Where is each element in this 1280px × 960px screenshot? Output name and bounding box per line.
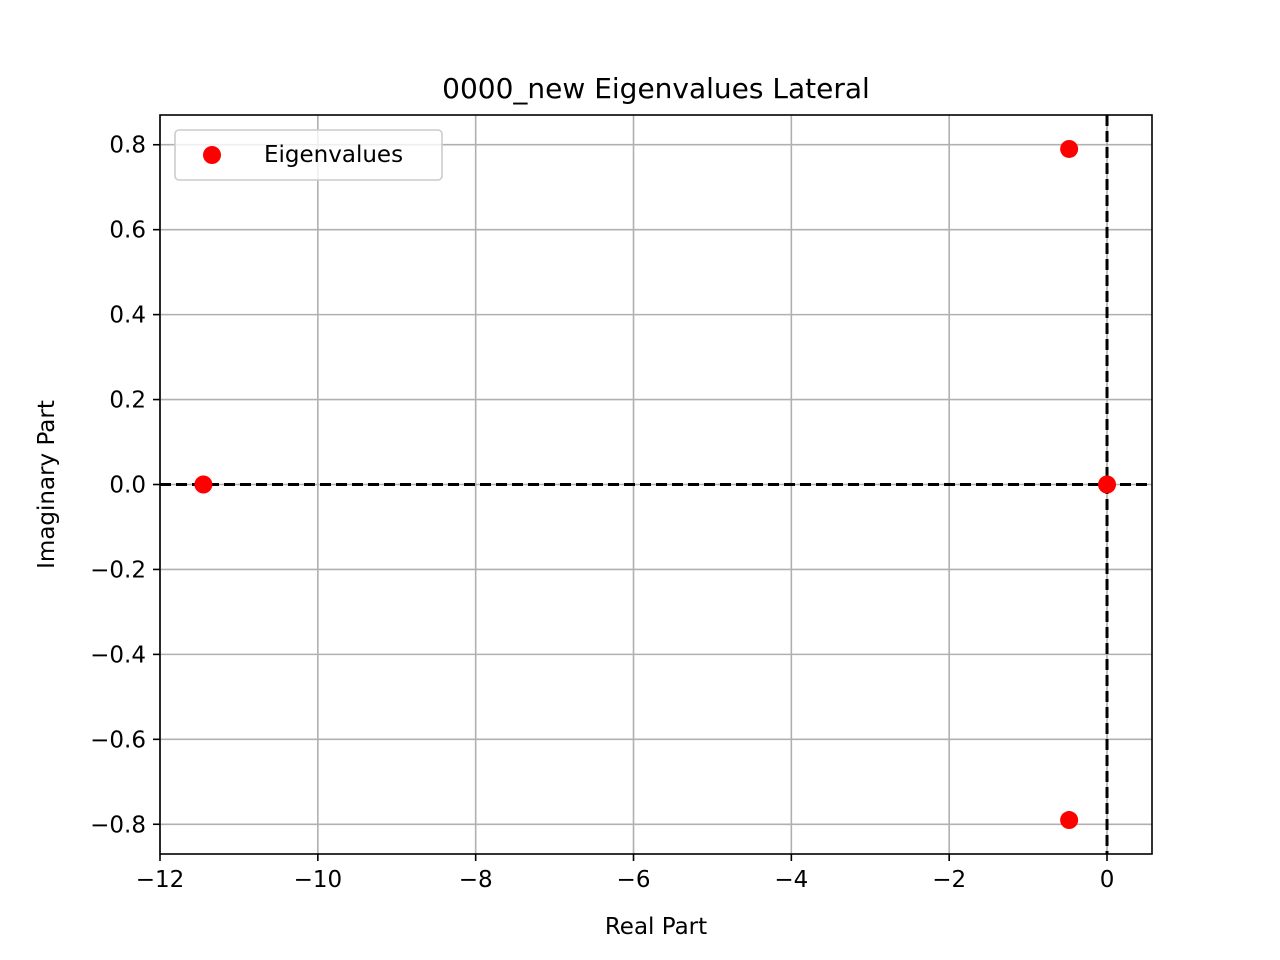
x-tick-label: −4 (774, 867, 808, 893)
y-tick-label: 0.6 (109, 218, 146, 244)
y-tick-label: 0.4 (109, 303, 146, 329)
x-tick-label: −6 (617, 867, 651, 893)
legend: Eigenvalues (174, 129, 443, 181)
x-tick-label: −12 (136, 867, 185, 893)
y-tick-label: −0.2 (90, 557, 146, 583)
x-tick-label: −2 (932, 867, 966, 893)
y-tick-label: −0.8 (90, 812, 146, 838)
x-axis-label: Real Part (605, 914, 707, 940)
y-tick-label: −0.4 (90, 642, 146, 668)
grid-lines (159, 115, 1152, 854)
y-tick-label: 0.8 (109, 133, 146, 159)
axis-ticks: −12 −10 −8 −6 −4 −2 0 −0.8 −0.6 −0.4 −0.2 0.0 0.2 0.4… (90, 133, 1114, 893)
x-tick-label: 0 (1100, 867, 1115, 893)
y-tick-label: 0.0 (109, 473, 146, 499)
eigenvalue-point (1060, 811, 1079, 830)
eigenvalue-point (1060, 139, 1079, 158)
legend-marker (203, 146, 221, 164)
x-tick-label: −8 (459, 867, 493, 893)
eigenvalue-point (194, 475, 213, 494)
legend-box (174, 129, 443, 181)
x-tick-label: −10 (294, 867, 343, 893)
eigenvalue-point (1098, 475, 1117, 494)
y-axis-label: Imaginary Part (34, 400, 60, 569)
legend-label: Eigenvalues (264, 142, 403, 168)
y-tick-label: 0.2 (109, 388, 146, 414)
data-points (194, 139, 1117, 830)
y-tick-label: −0.6 (90, 727, 146, 753)
chart-title: 0000_new Eigenvalues Lateral (442, 72, 870, 105)
